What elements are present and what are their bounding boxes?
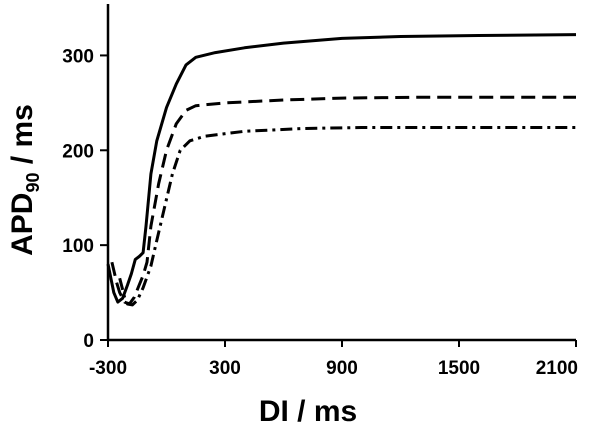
y-tick-label: 0 xyxy=(83,331,94,352)
y-axis-title-main: APD xyxy=(6,193,39,256)
x-tick-label: 900 xyxy=(326,358,358,379)
plot-lines xyxy=(106,33,577,307)
x-tick-label: 300 xyxy=(209,358,241,379)
y-tick-label: 300 xyxy=(62,46,94,67)
x-axis-title: DI / ms xyxy=(259,395,357,428)
y-tick-label: 100 xyxy=(62,236,94,257)
series-line-solid xyxy=(106,33,577,304)
y-axis-title-subscript: 90 xyxy=(23,173,43,193)
y-tick-label: 200 xyxy=(62,141,94,162)
x-tick-label: 2100 xyxy=(536,358,578,379)
x-tick-label: 1500 xyxy=(438,358,480,379)
y-axis-title-tail: / ms xyxy=(6,104,39,172)
x-tick-label: -300 xyxy=(89,358,127,379)
y-axis-title: APD90 / ms xyxy=(6,104,43,256)
series-line-dashdot xyxy=(118,126,576,307)
axis-ticks: 0 100 200 300 -300 300 900 1500 2100 xyxy=(62,46,578,379)
